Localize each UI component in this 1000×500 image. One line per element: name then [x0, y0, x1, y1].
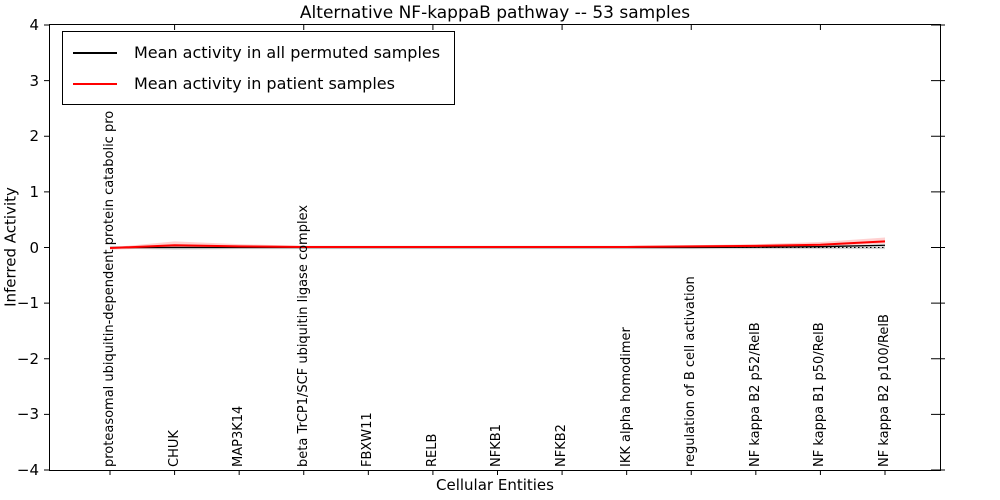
category-label: NF kappa B2 p52/RelB: [747, 322, 763, 467]
category-label: NF kappa B1 p50/RelB: [812, 322, 828, 467]
y-axis-tick-labels: 4 3 2 1 0 −1 −2 −3 −4: [0, 16, 42, 479]
y-tick-label: 1: [29, 182, 39, 201]
category-label: IKK alpha homodimer: [618, 327, 634, 467]
legend-label-patient: Mean activity in patient samples: [134, 74, 395, 93]
legend-item-permuted: Mean activity in all permuted samples: [73, 37, 440, 68]
y-tick-label: 0: [29, 238, 39, 257]
category-label: NFKB2: [554, 424, 570, 467]
category-label: MAP3K14: [231, 405, 247, 467]
legend-line-sample-red: [73, 82, 117, 85]
legend-line-sample-black: [73, 51, 117, 54]
legend: Mean activity in all permuted samples Me…: [62, 31, 456, 105]
y-tick-label: 3: [29, 71, 39, 90]
y-tick-label: 4: [29, 16, 39, 34]
category-label: NF kappa B2 p100/RelB: [876, 314, 892, 467]
patient-mean-line: [109, 240, 886, 250]
category-label: regulation of B cell activation: [683, 276, 699, 467]
category-label: RELB: [424, 433, 440, 467]
plot-canvas: [44, 24, 945, 475]
category-label: proteasomal ubiquitin-dependent protein …: [102, 110, 117, 467]
y-tick-label: 2: [29, 127, 39, 146]
y-tick-label: −2: [16, 349, 39, 368]
x-axis-title: Cellular Entities: [436, 476, 554, 494]
chart-title: Alternative NF-kappaB pathway -- 53 samp…: [299, 3, 691, 23]
y-tick-label: −3: [16, 405, 39, 424]
category-label: beta TrCP1/SCF ubiquitin ligase complex: [295, 204, 311, 467]
legend-label-permuted: Mean activity in all permuted samples: [134, 43, 441, 62]
legend-item-patient: Mean activity in patient samples: [73, 68, 440, 99]
y-tick-label: −4: [16, 461, 39, 479]
category-label: FBXW11: [360, 412, 376, 467]
category-label: CHUK: [166, 430, 182, 467]
category-label: NFKB1: [489, 424, 505, 467]
y-tick-label: −1: [16, 294, 39, 313]
